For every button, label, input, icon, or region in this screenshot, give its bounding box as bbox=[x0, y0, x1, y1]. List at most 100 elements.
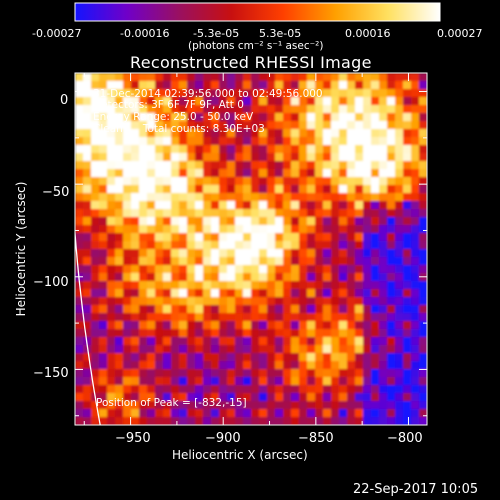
heatmap-cell bbox=[83, 193, 92, 202]
heatmap-cell bbox=[131, 225, 140, 234]
heatmap-cell bbox=[75, 409, 84, 418]
heatmap-cell bbox=[363, 409, 372, 418]
heatmap-cell bbox=[83, 313, 92, 322]
heatmap-cell bbox=[107, 249, 116, 258]
heatmap-cell bbox=[355, 241, 364, 250]
heatmap-cell bbox=[411, 321, 420, 330]
heatmap-cell bbox=[307, 353, 316, 362]
heatmap-cell bbox=[395, 209, 404, 218]
heatmap-cell bbox=[131, 329, 140, 338]
heatmap-cell bbox=[235, 129, 244, 138]
heatmap-cell bbox=[227, 273, 236, 282]
heatmap-cell bbox=[123, 193, 132, 202]
heatmap-cell bbox=[387, 385, 396, 394]
heatmap-cell bbox=[379, 273, 388, 282]
heatmap-cell bbox=[123, 361, 132, 370]
heatmap-cell bbox=[115, 105, 124, 114]
heatmap-cell bbox=[347, 145, 356, 154]
heatmap-cell bbox=[267, 417, 276, 425]
heatmap-cell bbox=[131, 409, 140, 418]
heatmap-cell bbox=[299, 369, 308, 378]
heatmap-cell bbox=[123, 177, 132, 186]
heatmap-cell bbox=[219, 97, 228, 106]
heatmap-cell bbox=[203, 225, 212, 234]
heatmap-cell bbox=[259, 321, 268, 330]
heatmap-cell bbox=[155, 129, 164, 138]
heatmap-cell bbox=[83, 249, 92, 258]
heatmap-cell bbox=[75, 113, 84, 122]
heatmap-cell bbox=[187, 145, 196, 154]
heatmap-cell bbox=[419, 409, 427, 418]
heatmap-cell bbox=[331, 241, 340, 250]
heatmap-cell bbox=[275, 329, 284, 338]
heatmap-cell bbox=[323, 177, 332, 186]
heatmap-cell bbox=[187, 409, 196, 418]
heatmap-cell bbox=[267, 233, 276, 242]
heatmap-cell bbox=[75, 177, 84, 186]
heatmap-cell bbox=[275, 105, 284, 114]
heatmap-cell bbox=[419, 129, 427, 138]
heatmap-cell bbox=[179, 393, 188, 402]
heatmap-cell bbox=[107, 401, 116, 410]
heatmap-cell bbox=[147, 409, 156, 418]
heatmap-cell bbox=[195, 113, 204, 122]
heatmap-cell bbox=[315, 369, 324, 378]
heatmap-cell bbox=[187, 201, 196, 210]
heatmap-cell bbox=[99, 273, 108, 282]
heatmap-cell bbox=[211, 369, 220, 378]
heatmap-cell bbox=[219, 289, 228, 298]
heatmap-cell bbox=[379, 137, 388, 146]
heatmap-cell bbox=[211, 201, 220, 210]
heatmap-cell bbox=[83, 161, 92, 170]
heatmap-cell bbox=[411, 249, 420, 258]
heatmap-cell bbox=[259, 193, 268, 202]
heatmap-cell bbox=[243, 153, 252, 162]
heatmap-cell bbox=[339, 393, 348, 402]
heatmap-cell bbox=[347, 177, 356, 186]
heatmap-cell bbox=[275, 361, 284, 370]
heatmap-cell bbox=[203, 353, 212, 362]
heatmap-cell bbox=[179, 409, 188, 418]
heatmap-cell bbox=[371, 153, 380, 162]
heatmap-cell bbox=[83, 153, 92, 162]
heatmap-cell bbox=[107, 121, 116, 130]
heatmap-cell bbox=[315, 353, 324, 362]
heatmap-cell bbox=[323, 297, 332, 306]
heatmap-cell bbox=[339, 409, 348, 418]
heatmap-cell bbox=[267, 217, 276, 226]
heatmap-cell bbox=[203, 361, 212, 370]
heatmap-cell bbox=[283, 201, 292, 210]
heatmap-cell bbox=[283, 121, 292, 130]
heatmap-cell bbox=[107, 97, 116, 106]
heatmap-cell bbox=[323, 369, 332, 378]
heatmap-cell bbox=[339, 73, 348, 82]
heatmap-cell bbox=[331, 337, 340, 346]
heatmap-cell bbox=[275, 265, 284, 274]
heatmap-cell bbox=[355, 177, 364, 186]
heatmap-cell bbox=[395, 353, 404, 362]
heatmap-cell bbox=[275, 121, 284, 130]
heatmap-cell bbox=[275, 401, 284, 410]
heatmap-cell bbox=[155, 225, 164, 234]
heatmap-cell bbox=[387, 417, 396, 425]
heatmap-cell bbox=[259, 209, 268, 218]
heatmap-cell bbox=[219, 137, 228, 146]
heatmap-cell bbox=[75, 233, 84, 242]
heatmap-cell bbox=[99, 249, 108, 258]
heatmap-cell bbox=[419, 273, 427, 282]
heatmap-cell bbox=[227, 385, 236, 394]
heatmap-cell bbox=[315, 81, 324, 90]
heatmap-cell bbox=[163, 345, 172, 354]
heatmap-cell bbox=[235, 297, 244, 306]
heatmap-cell bbox=[171, 281, 180, 290]
heatmap-cell bbox=[227, 345, 236, 354]
heatmap-cell bbox=[243, 113, 252, 122]
heatmap-cell bbox=[123, 321, 132, 330]
heatmap-cell bbox=[75, 137, 84, 146]
heatmap-cell bbox=[123, 369, 132, 378]
heatmap-cell bbox=[307, 297, 316, 306]
heatmap-cell bbox=[323, 385, 332, 394]
heatmap-cell bbox=[123, 121, 132, 130]
heatmap-cell bbox=[235, 369, 244, 378]
heatmap-cell bbox=[291, 417, 300, 425]
